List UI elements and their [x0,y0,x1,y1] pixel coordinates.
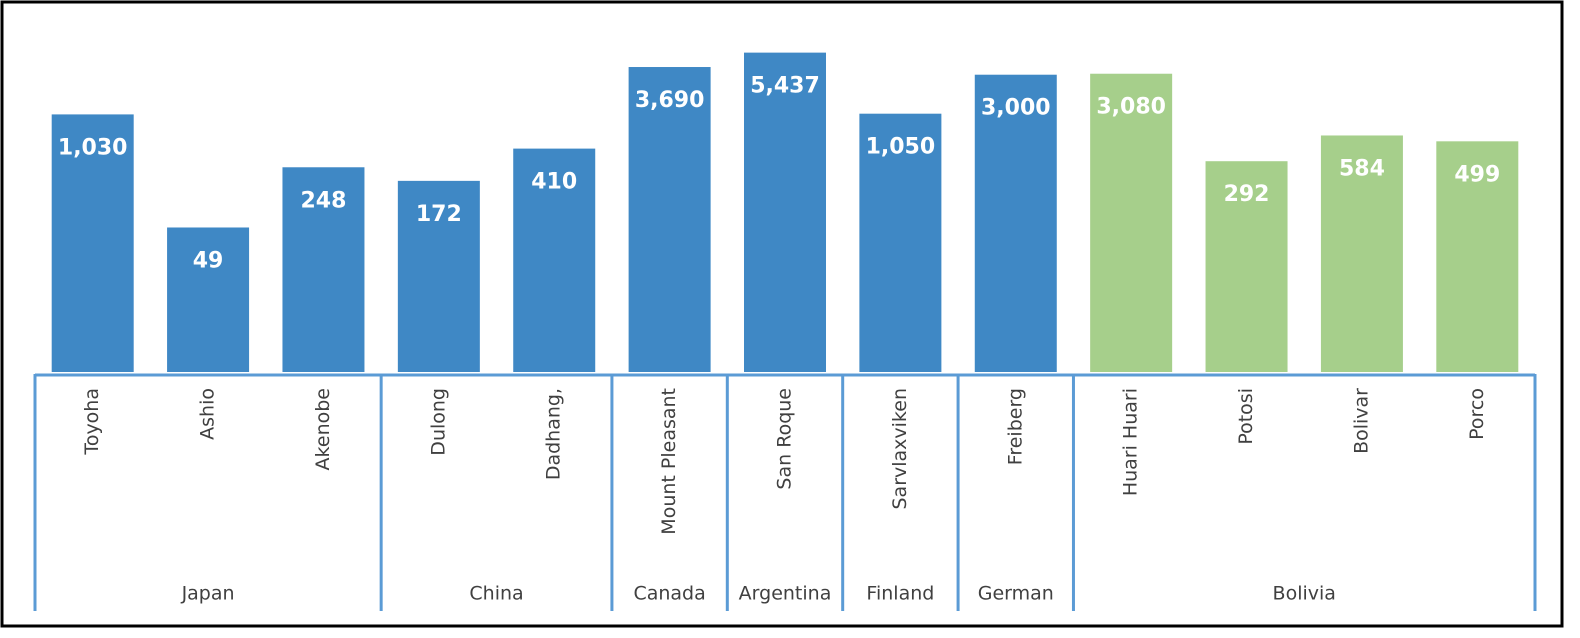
x-tick-label: Mount Pleasant [658,388,680,535]
x-tick-label: Porco [1466,388,1488,440]
bar [1090,73,1173,372]
x-tick-label: Sarvlaxviken [889,388,911,510]
x-tick-label: Bolivar [1350,388,1372,454]
value-label: 248 [300,188,346,213]
bar [744,52,826,373]
group-label: Argentina [739,583,832,605]
bar [1436,141,1519,372]
value-label: 292 [1224,182,1270,207]
x-tick-label: Akenobe [312,388,334,470]
value-label: 5,437 [750,74,820,99]
group-label: Canada [633,583,705,605]
x-tick-label: Freiberg [1004,388,1026,465]
x-tick-label: Dulong [427,388,449,456]
bar [167,227,250,372]
bar [628,67,711,372]
bar [513,148,596,372]
group-label: China [469,583,523,605]
value-label: 1,030 [58,135,128,160]
value-label: 584 [1339,156,1385,181]
x-tick-label: Ashio [197,388,219,440]
group-label: Japan [181,583,235,605]
value-label: 3,000 [981,96,1051,121]
value-label: 172 [416,202,462,227]
bar [1205,161,1288,372]
bar [1320,135,1403,372]
group-label: Finland [866,583,934,605]
x-tick-label: Dadhang, [543,388,565,480]
value-label: 410 [531,170,577,195]
value-label: 499 [1454,162,1500,187]
x-tick-label: Huari Huari [1120,388,1142,496]
value-label: 1,050 [866,135,936,160]
group-label: Bolivia [1273,583,1336,605]
group-label: German [978,583,1054,605]
value-label: 3,690 [635,88,705,113]
x-tick-label: San Roque [774,388,796,490]
x-tick-label: Potosi [1235,388,1257,445]
bar [859,113,942,372]
value-label: 49 [193,248,224,273]
bar [397,180,480,372]
bar [974,74,1057,373]
bar [51,114,134,373]
value-label: 3,080 [1096,95,1166,120]
bar [282,167,365,372]
x-tick-label: Toyoha [81,388,103,456]
